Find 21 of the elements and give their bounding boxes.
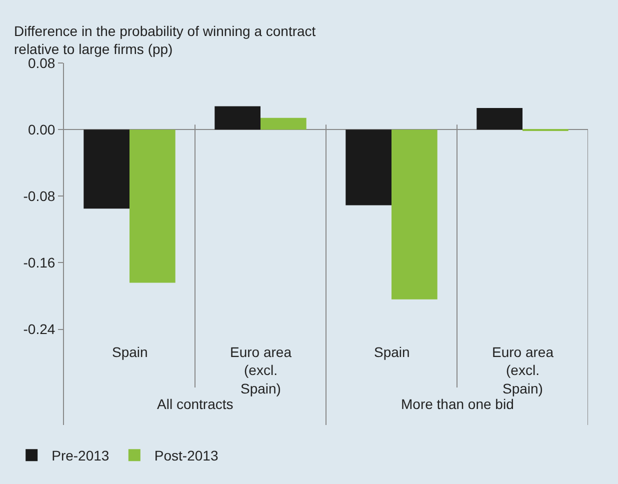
annotation: All contracts <box>157 396 234 412</box>
y-tick-label: 0.00 <box>28 121 56 138</box>
bar <box>84 130 130 209</box>
x-tick-label: Euro area (excl. Spain) <box>492 344 554 396</box>
bar <box>392 130 438 300</box>
legend-label: Pre-2013 <box>52 448 110 464</box>
x-tick-label: Spain <box>374 344 410 360</box>
annotation: More than one bid <box>401 396 514 412</box>
y-axis-title: Difference in the probability of winning a contract relative to large firms (pp) <box>14 23 316 58</box>
legend-label: Post-2013 <box>154 448 218 464</box>
y-tick-label: 0.08 <box>28 54 56 71</box>
y-tick-label: -0.08 <box>23 188 56 204</box>
bar <box>260 118 306 130</box>
bar <box>346 130 392 206</box>
x-tick-label: Spain <box>112 344 148 360</box>
bar <box>476 108 522 130</box>
x-tick-label: Euro area (excl. Spain) <box>230 344 292 396</box>
y-tick-label: -0.24 <box>23 321 56 338</box>
bar <box>130 130 176 283</box>
bar <box>214 106 260 130</box>
y-tick-label: -0.16 <box>23 254 56 271</box>
